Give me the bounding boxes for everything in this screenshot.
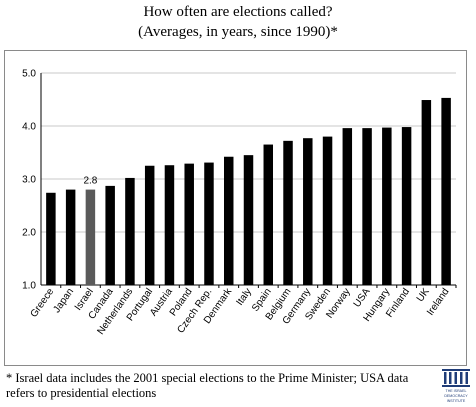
data-label: 2.8 [83,176,97,187]
category-label: UK [415,286,432,304]
y-tick-label: 5.0 [22,69,36,80]
bar-czech-rep- [204,162,214,285]
category-label: Japan [51,286,76,315]
y-tick-label: 1.0 [22,281,36,292]
footnote: * Israel data includes the 2001 special … [6,371,416,401]
bar-canada [105,185,115,285]
svg-text:INSTITUTE: INSTITUTE [447,399,466,403]
bar-hungary [382,127,392,285]
bar-denmark [223,156,234,285]
bar-germany [303,138,313,285]
bar-ireland [441,97,451,285]
bar-uk [421,100,432,285]
footnote-line-1: * Israel data includes the 2001 special … [6,371,409,385]
bar-belgium [283,140,293,285]
svg-text:DEMOCRACY: DEMOCRACY [444,394,468,398]
y-tick-label: 4.0 [22,122,36,133]
chart-title: How often are elections called? [143,4,333,20]
bar-israel [85,189,96,285]
bar-portugal [144,165,155,285]
bar-usa [362,128,372,285]
bar-austria [164,165,175,285]
y-tick-label: 3.0 [22,175,36,186]
israel-democracy-institute-logo: THE ISRAEL DEMOCRACY INSTITUTE [442,369,470,403]
bar-japan [65,189,76,285]
y-tick-label: 2.0 [22,228,36,239]
bar-finland [401,127,412,285]
footnote-line-2: refers to presidential elections [6,386,157,400]
bar-spain [263,144,274,285]
bar-poland [184,163,194,285]
bar-sweden [322,136,333,285]
bar-netherlands [125,177,135,285]
chart-area: 1.0 2.0 3.0 4.0 5.0 Greece Japan Israel Canada Ne… [4,50,467,366]
svg-text:THE ISRAEL: THE ISRAEL [446,389,467,393]
bar-italy [243,155,254,285]
bar-chart: 1.02.03.04.05.0GreeceJapanIsraelCanadaNe… [22,69,457,337]
bar-greece [46,192,56,285]
chart-subtitle: (Averages, in years, since 1990)* [138,24,338,40]
bar-norway [342,128,353,285]
